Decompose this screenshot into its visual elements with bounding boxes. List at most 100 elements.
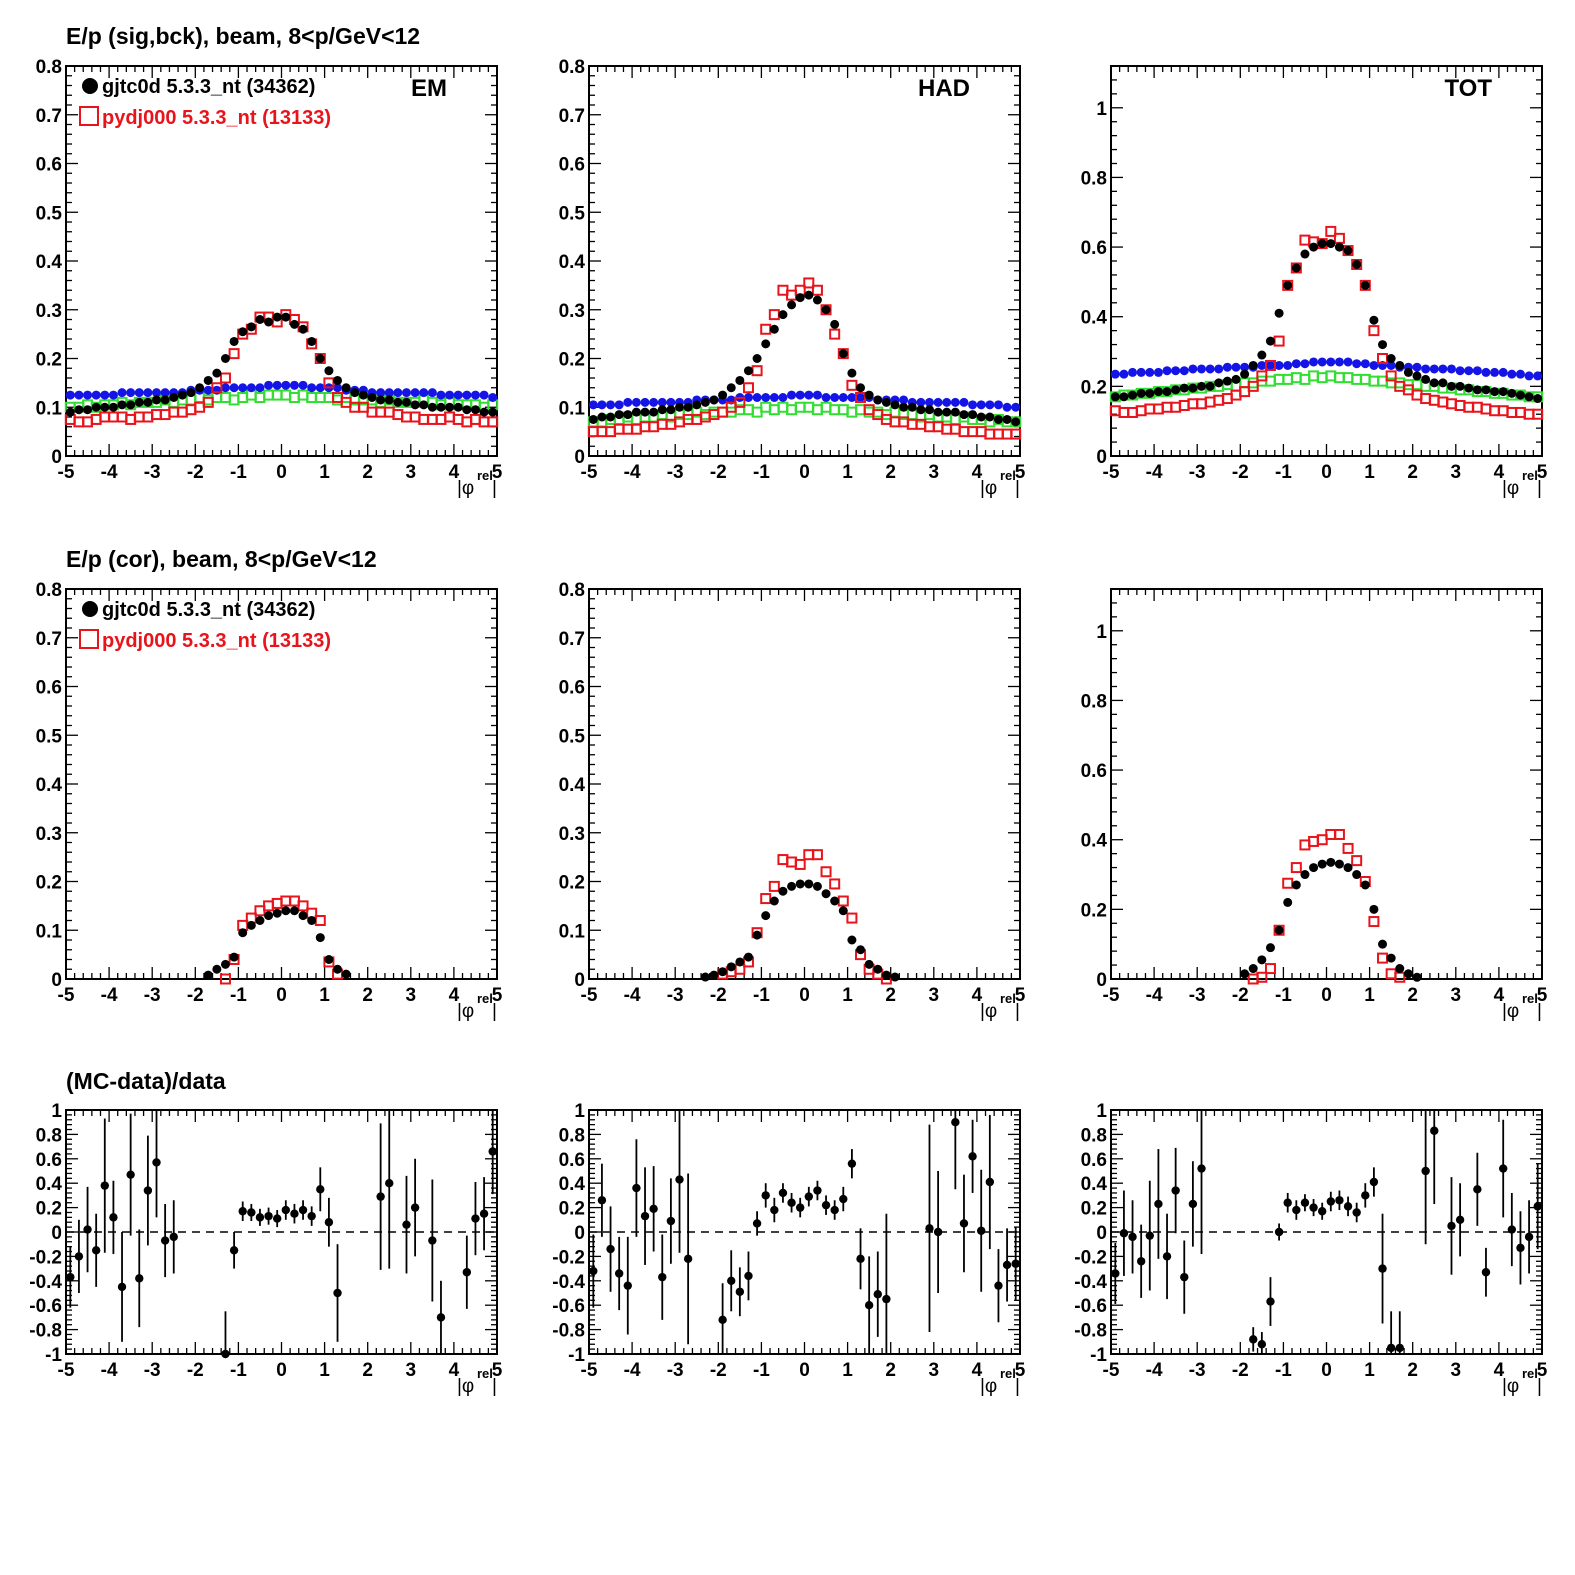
bck-data-point: [666, 397, 676, 407]
data-point: [649, 407, 659, 417]
data-point: [333, 964, 343, 974]
x-tick-label: 4: [1494, 985, 1505, 1006]
data-point: [289, 319, 299, 329]
ratio-point: [385, 1179, 394, 1188]
ratio-point: [778, 1188, 788, 1198]
plot-frame: [1110, 588, 1543, 980]
bck-data-point: [117, 388, 127, 398]
data-point: [1464, 383, 1474, 393]
bck-data-point: [393, 388, 403, 398]
series-data: [1240, 857, 1422, 982]
x-tick-label: 5: [492, 985, 503, 1006]
data-point: [1498, 387, 1508, 397]
mc-point: [219, 372, 231, 384]
x-tick-label: 0: [276, 1360, 287, 1381]
data-point: [916, 405, 926, 415]
data-point: [427, 402, 437, 412]
data-point: [376, 395, 386, 405]
data-point: [238, 327, 248, 337]
x-tick-label: 1: [1364, 1360, 1375, 1381]
ratio-point: [951, 1118, 960, 1127]
ratio-point: [1188, 1199, 1198, 1209]
ratio-point: [589, 1266, 598, 1276]
data-point: [1352, 870, 1362, 880]
x-tick-label: -3: [667, 985, 684, 1006]
x-tick-label: -1: [753, 462, 770, 483]
data-point: [718, 967, 728, 977]
mc-point: [228, 348, 240, 360]
mc-point: [1247, 380, 1259, 392]
bck-data-point: [588, 400, 598, 410]
data-point: [1360, 280, 1370, 290]
bck-data-point: [1369, 360, 1379, 370]
x-tick-label: 2: [1407, 462, 1418, 483]
bck-data-point: [769, 393, 779, 402]
ratio-point: [1292, 1205, 1301, 1215]
data-point: [873, 395, 883, 405]
bck-data-point: [1274, 360, 1284, 370]
ratio-point: [488, 1147, 497, 1156]
x-axis-label-end: |: [492, 1376, 497, 1397]
ratio-point: [1266, 1297, 1275, 1306]
x-tick-label: 0: [1321, 462, 1332, 483]
ratio-point: [933, 1227, 943, 1237]
mc-point: [1273, 335, 1285, 347]
bck-data-point: [1412, 362, 1422, 372]
ratio-point: [959, 1219, 969, 1228]
y-tick-label: -0.6: [29, 1296, 62, 1317]
data-point: [856, 945, 866, 955]
x-axis-label-sup: rel: [1000, 991, 1016, 1006]
data-point: [1412, 371, 1422, 381]
x-tick-label: -4: [1146, 462, 1163, 483]
data-point: [453, 402, 463, 412]
panel-tag: TOT: [1444, 75, 1492, 102]
ratio-point: [376, 1192, 385, 1201]
ratio-point: [100, 1181, 109, 1190]
x-tick-label: 1: [842, 462, 853, 483]
x-axis-label-end: |: [1537, 1001, 1542, 1022]
bck-data-point: [83, 390, 93, 400]
ratio-point: [864, 1301, 874, 1310]
y-tick-label: 0.4: [559, 252, 586, 273]
data-point: [881, 397, 891, 407]
bck-data-point: [640, 397, 650, 407]
ratio-point: [1145, 1231, 1154, 1240]
x-tick-label: 5: [492, 1360, 503, 1381]
x-tick-label: 4: [1494, 462, 1505, 483]
x-axis-label-sup: rel: [477, 468, 493, 483]
ratio-point: [752, 1219, 762, 1228]
data-point: [1395, 360, 1405, 370]
data-point: [968, 410, 978, 420]
mc-point: [1256, 370, 1268, 382]
data-point: [1472, 385, 1482, 395]
bck-data-point: [1197, 364, 1207, 374]
bck-data-point: [1222, 362, 1232, 372]
data-point: [1317, 859, 1327, 869]
bck-data-point: [812, 390, 822, 400]
legend-data-label: gjtc0d 5.3.3_nt (34362): [102, 599, 315, 621]
x-axis-label-main: |φ: [1502, 1001, 1519, 1022]
ratio-point: [1002, 1260, 1012, 1270]
x-tick-label: 1: [1364, 985, 1375, 1006]
mc-point: [829, 878, 841, 890]
data-point: [169, 393, 179, 402]
mc-point: [803, 277, 815, 289]
bck-data-point: [488, 393, 498, 402]
x-tick-label: -3: [144, 1360, 161, 1381]
x-tick-label: 2: [1407, 985, 1418, 1006]
y-tick-label: 0.4: [1081, 1174, 1108, 1195]
ratio-point: [795, 1203, 805, 1212]
plot-frame: [1110, 65, 1543, 457]
data-point: [117, 400, 127, 410]
data-point: [743, 366, 753, 376]
data-point: [488, 407, 498, 417]
x-axis-label-sup: rel: [1000, 1366, 1016, 1381]
mc-point: [1368, 325, 1380, 337]
ratio-point: [1524, 1232, 1534, 1242]
data-point: [298, 324, 308, 334]
bck-data-point: [229, 383, 239, 393]
panel-r2c0: -5 -4 -3 -2 -1 0 1 2 3 4 5 -1 -0.8 -0.6 -0.4 -0.2 0 0.2 0.…: [29, 1101, 502, 1397]
